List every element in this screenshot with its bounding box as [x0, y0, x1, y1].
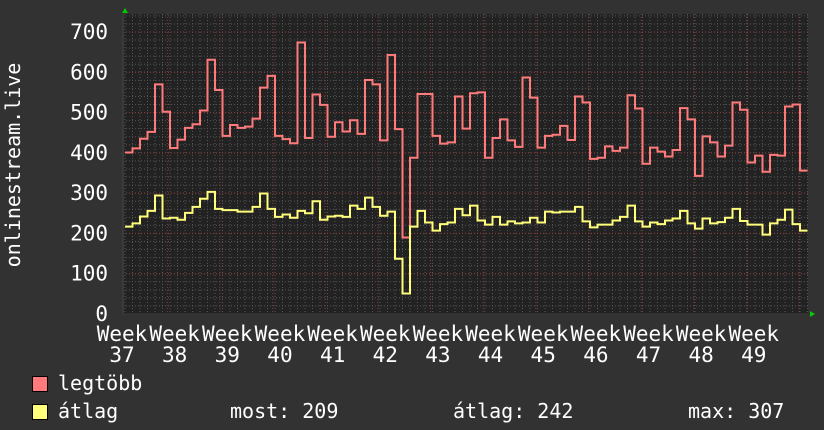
legend-current: most: 209 [230, 399, 339, 423]
x-tick-label: Week 40 [255, 322, 306, 367]
x-tick-label: Week 43 [413, 322, 464, 367]
legend-swatch-atlag [32, 404, 48, 420]
legend-swatch-legtobb [32, 376, 48, 392]
legend-label-atlag: átlag [58, 399, 119, 423]
y-tick-label: 400 [70, 141, 108, 165]
axes [122, 8, 815, 317]
legend-max: max: 307 [688, 399, 785, 423]
plot-background [123, 14, 808, 314]
x-tick-label: Week 37 [97, 322, 148, 367]
y-tick-label: 600 [70, 60, 108, 84]
legend-label-legtobb: legtöbb [58, 371, 143, 395]
y-axis-title: onlinestream.live [1, 63, 25, 268]
x-tick-label: Week 49 [729, 322, 780, 367]
x-axis-arrow-icon [810, 311, 815, 317]
y-tick-label: 0 [95, 302, 108, 326]
series-lines [125, 41, 808, 295]
y-tick-label: 200 [70, 221, 108, 245]
x-tick-label: Week 47 [623, 322, 674, 367]
y-tick-label: 700 [70, 20, 108, 44]
x-tick-label: Week 46 [571, 322, 622, 367]
x-tick-label: Week 48 [676, 322, 727, 367]
legend-average: átlag: 242 [453, 399, 574, 423]
x-tick-label: Week 38 [149, 322, 200, 367]
y-tick-label: 500 [70, 101, 108, 125]
y-tick-labels: 0 100 200 300 400 500 600 700 [70, 20, 108, 326]
x-tick-label: Week 44 [465, 322, 516, 367]
y-axis-arrow-icon [122, 8, 128, 13]
series-line-atlag [125, 190, 808, 295]
y-tick-label: 300 [70, 181, 108, 205]
series-line-legtobb [125, 41, 808, 239]
x-tick-label: Week 41 [307, 322, 358, 367]
x-tick-label: Week 45 [518, 322, 569, 367]
x-tick-label: Week 39 [202, 322, 253, 367]
x-tick-label: Week 42 [360, 322, 411, 367]
plot-area [123, 14, 808, 314]
y-tick-label: 100 [70, 262, 108, 286]
